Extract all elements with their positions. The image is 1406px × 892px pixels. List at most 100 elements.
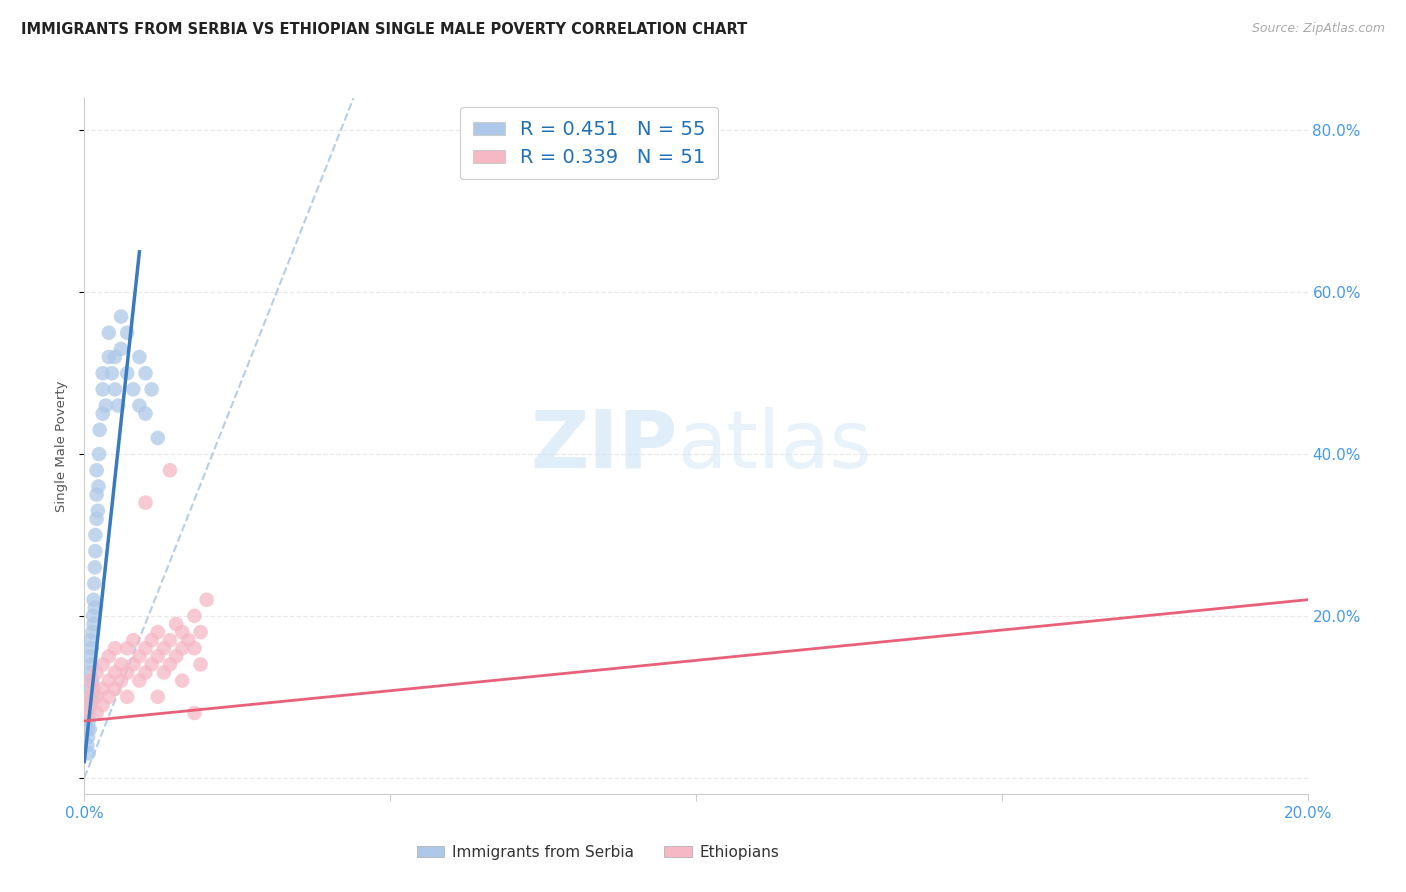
Point — [135, 495, 157, 509]
Point — [128, 350, 150, 364]
Point — [141, 657, 163, 672]
Point — [91, 657, 114, 672]
Point — [172, 673, 194, 688]
Point — [104, 665, 127, 680]
Point — [97, 350, 120, 364]
Point — [97, 326, 120, 340]
Point — [110, 310, 132, 324]
Point — [97, 673, 120, 688]
Point — [82, 608, 104, 623]
Point — [153, 641, 176, 656]
Point — [86, 487, 108, 501]
Point — [153, 665, 176, 680]
Point — [77, 747, 100, 761]
Point — [141, 383, 163, 397]
Point — [122, 633, 145, 648]
Point — [159, 463, 181, 477]
Point — [83, 617, 105, 632]
Point — [146, 431, 169, 445]
Point — [91, 366, 114, 380]
Point — [82, 673, 104, 688]
Point — [165, 617, 187, 632]
Point — [76, 739, 98, 753]
Point — [83, 681, 105, 696]
Legend: Immigrants from Serbia, Ethiopians: Immigrants from Serbia, Ethiopians — [411, 839, 786, 866]
Point — [80, 657, 103, 672]
Point — [104, 350, 127, 364]
Point — [172, 625, 194, 640]
Point — [183, 608, 205, 623]
Point — [104, 641, 127, 656]
Point — [86, 690, 108, 704]
Point — [104, 383, 127, 397]
Text: atlas: atlas — [678, 407, 872, 485]
Point — [82, 625, 104, 640]
Point — [79, 649, 101, 664]
Point — [122, 657, 145, 672]
Point — [115, 690, 138, 704]
Point — [87, 447, 110, 461]
Point — [82, 690, 104, 704]
Point — [91, 698, 114, 712]
Point — [84, 544, 107, 558]
Point — [128, 673, 150, 688]
Point — [135, 366, 157, 380]
Point — [122, 383, 145, 397]
Point — [76, 722, 98, 736]
Text: Source: ZipAtlas.com: Source: ZipAtlas.com — [1251, 22, 1385, 36]
Point — [110, 673, 132, 688]
Point — [83, 576, 105, 591]
Point — [128, 649, 150, 664]
Point — [159, 633, 181, 648]
Point — [190, 657, 212, 672]
Point — [165, 649, 187, 664]
Point — [83, 600, 105, 615]
Text: ZIP: ZIP — [530, 407, 678, 485]
Point — [89, 423, 111, 437]
Point — [115, 326, 138, 340]
Point — [77, 706, 100, 720]
Point — [115, 366, 138, 380]
Text: IMMIGRANTS FROM SERBIA VS ETHIOPIAN SINGLE MALE POVERTY CORRELATION CHART: IMMIGRANTS FROM SERBIA VS ETHIOPIAN SING… — [21, 22, 748, 37]
Point — [83, 560, 105, 574]
Point — [91, 383, 114, 397]
Point — [183, 706, 205, 720]
Point — [141, 633, 163, 648]
Point — [76, 706, 98, 720]
Point — [91, 407, 114, 421]
Point — [135, 407, 157, 421]
Point — [83, 592, 105, 607]
Point — [146, 690, 169, 704]
Point — [79, 633, 101, 648]
Point — [79, 698, 101, 712]
Point — [94, 399, 117, 413]
Point — [97, 649, 120, 664]
Point — [146, 625, 169, 640]
Point — [159, 657, 181, 672]
Point — [128, 399, 150, 413]
Point — [79, 681, 101, 696]
Point — [110, 657, 132, 672]
Point — [190, 625, 212, 640]
Point — [77, 731, 100, 745]
Point — [84, 528, 107, 542]
Point — [77, 690, 100, 704]
Point — [86, 706, 108, 720]
Point — [107, 399, 129, 413]
Point — [177, 633, 200, 648]
Point — [101, 366, 124, 380]
Point — [79, 673, 101, 688]
Point — [195, 592, 218, 607]
Point — [183, 641, 205, 656]
Point — [79, 722, 101, 736]
Point — [115, 665, 138, 680]
Point — [80, 641, 103, 656]
Point — [87, 504, 110, 518]
Point — [79, 673, 101, 688]
Point — [79, 665, 101, 680]
Point — [115, 641, 138, 656]
Point — [79, 698, 101, 712]
Point — [86, 512, 108, 526]
Point — [104, 681, 127, 696]
Point — [146, 649, 169, 664]
